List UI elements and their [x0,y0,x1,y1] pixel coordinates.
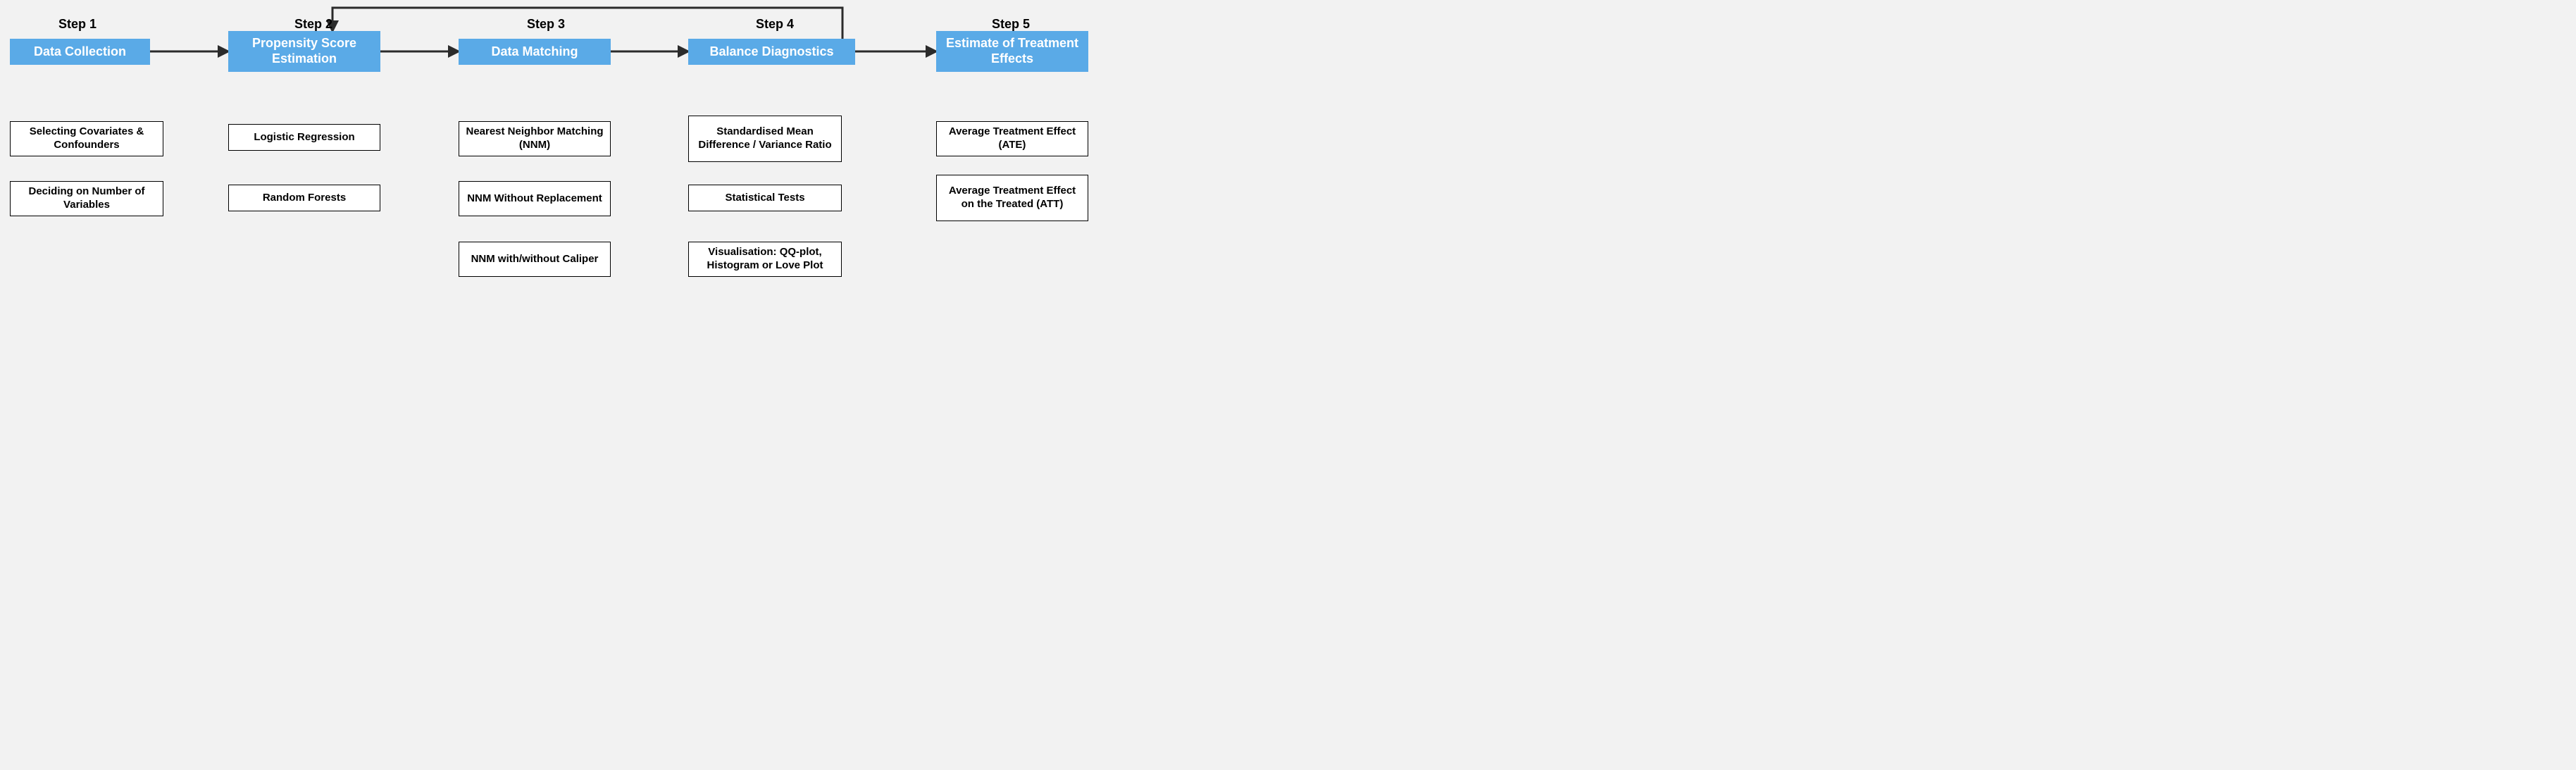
header-step5: Estimate of Treatment Effects [936,31,1088,72]
header-step1: Data Collection [10,39,150,65]
item-step2-0: Logistic Regression [228,124,380,151]
header-step2: Propensity Score Estimation [228,31,380,72]
step-label-step1: Step 1 [32,17,123,32]
item-step5-0: Average Treatment Effect (ATE) [936,121,1088,156]
item-step3-0: Nearest Neighbor Matching (NNM) [459,121,611,156]
step-label-step5: Step 5 [965,17,1057,32]
item-step4-2: Visualisation: QQ-plot, Histogram or Lov… [688,242,842,277]
item-step3-1: NNM Without Replacement [459,181,611,216]
step-label-step4: Step 4 [729,17,821,32]
item-step1-1: Deciding on Number of Variables [10,181,163,216]
header-step4: Balance Diagnostics [688,39,855,65]
item-step2-1: Random Forests [228,185,380,211]
item-step4-0: Standardised Mean Difference / Variance … [688,116,842,162]
item-step3-2: NNM with/without Caliper [459,242,611,277]
step-label-step3: Step 3 [500,17,592,32]
item-step1-0: Selecting Covariates & Confounders [10,121,163,156]
step-label-step2: Step 2 [268,17,359,32]
item-step5-1: Average Treatment Effect on the Treated … [936,175,1088,221]
item-step4-1: Statistical Tests [688,185,842,211]
diagram-canvas: Step 1 Data Collection Selecting Covariate… [0,0,1127,337]
header-step3: Data Matching [459,39,611,65]
